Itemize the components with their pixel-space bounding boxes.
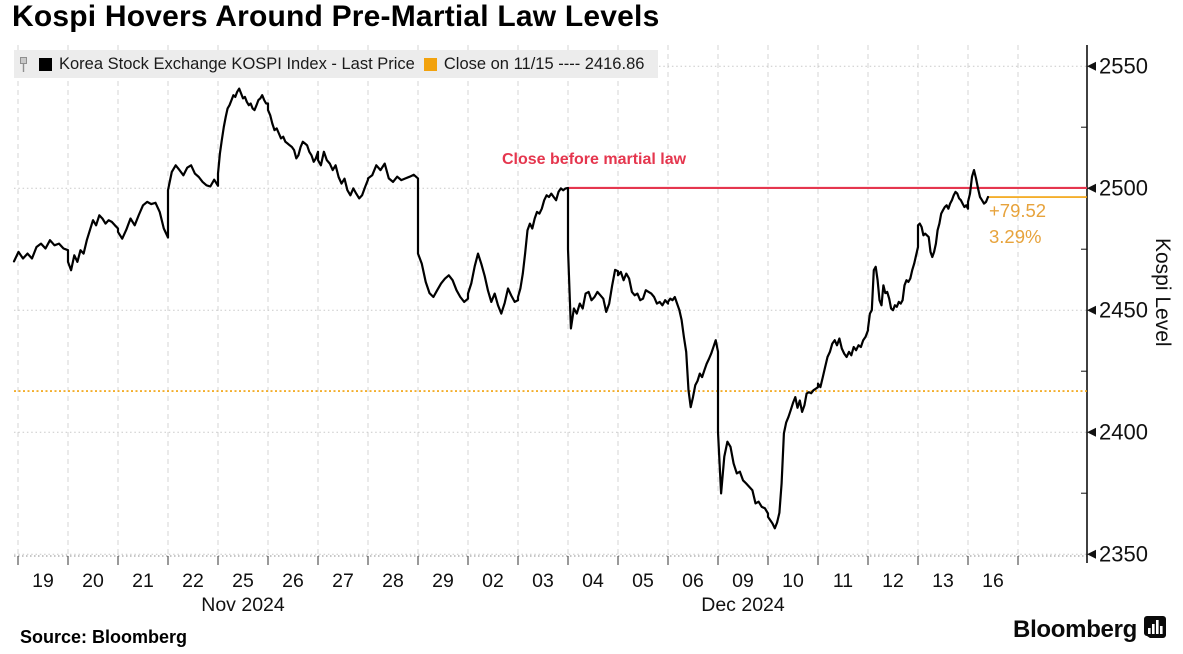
x-tick-label: 04 — [582, 570, 604, 592]
x-tick-label: 11 — [833, 570, 853, 592]
bloomberg-logo-icon — [1143, 615, 1167, 644]
x-tick-label: 06 — [682, 570, 704, 592]
y-tick-label: 2350 — [1099, 542, 1148, 567]
y-tick-label: 2400 — [1099, 420, 1148, 445]
kospi-series-swatch — [39, 57, 52, 71]
bloomberg-logo-text: Bloomberg — [1013, 615, 1137, 643]
x-tick-label: 13 — [932, 570, 954, 592]
x-tick-label: 03 — [532, 570, 554, 592]
x-tick-label: 22 — [182, 570, 204, 592]
x-tick-label: 05 — [632, 570, 654, 592]
x-tick-label: 27 — [332, 570, 354, 592]
x-tick-label: 12 — [882, 570, 904, 592]
page-title: Kospi Hovers Around Pre-Martial Law Leve… — [12, 0, 660, 33]
x-tick-label: 29 — [432, 570, 454, 592]
martial-law-annotation: Close before martial law — [502, 151, 687, 168]
x-tick-label: 16 — [982, 570, 1004, 592]
kospi-price-line — [12, 87, 990, 530]
gridlines — [14, 45, 1087, 556]
reference-lines — [14, 186, 1087, 392]
y-tick-label: 2550 — [1099, 54, 1148, 79]
y-axis-title: Kospi Level — [1151, 238, 1174, 347]
x-axis: 19 20 21 22 25 26 27 28 29 02 03 04 05 06 09 10 11 12 13 16… — [14, 555, 1087, 616]
x-tick-label: 02 — [482, 570, 504, 592]
legend-item-close-1115[interactable]: Close on 11/15 ---- 2416.86 — [423, 54, 645, 74]
x-tick-label: 09 — [732, 570, 754, 592]
change-percent-label: 3.29% — [989, 226, 1042, 247]
legend-item-kospi[interactable]: Korea Stock Exchange KOSPI Index - Last … — [39, 55, 415, 74]
source-note: Source: Bloomberg — [20, 627, 188, 647]
x-month-label: Dec 2024 — [701, 594, 785, 616]
x-tick-label: 10 — [782, 570, 804, 592]
x-tick-label: 26 — [282, 570, 304, 592]
legend-item-kospi-label: Korea Stock Exchange KOSPI Index - Last … — [59, 54, 415, 73]
close-1115-swatch — [423, 57, 437, 71]
chart-legend: Korea Stock Exchange KOSPI Index - Last … — [14, 50, 659, 78]
bloomberg-logo: Bloomberg — [1013, 615, 1167, 644]
x-tick-label: 28 — [382, 570, 404, 592]
x-tick-label: 20 — [82, 570, 104, 592]
pin-icon — [19, 56, 30, 73]
y-tick-label: 2500 — [1099, 176, 1148, 201]
y-axis: 2350 2400 2450 2500 2550 — [1081, 45, 1148, 567]
legend-item-close-1115-label: Close on 11/15 ---- 2416.86 — [443, 54, 645, 73]
x-tick-label: 19 — [32, 570, 54, 592]
x-tick-label: 25 — [232, 570, 254, 592]
x-tick-label: 21 — [132, 570, 154, 592]
change-value-label: +79.52 — [989, 200, 1047, 221]
y-tick-label: 2450 — [1099, 298, 1148, 323]
x-month-label: Nov 2024 — [201, 594, 285, 616]
